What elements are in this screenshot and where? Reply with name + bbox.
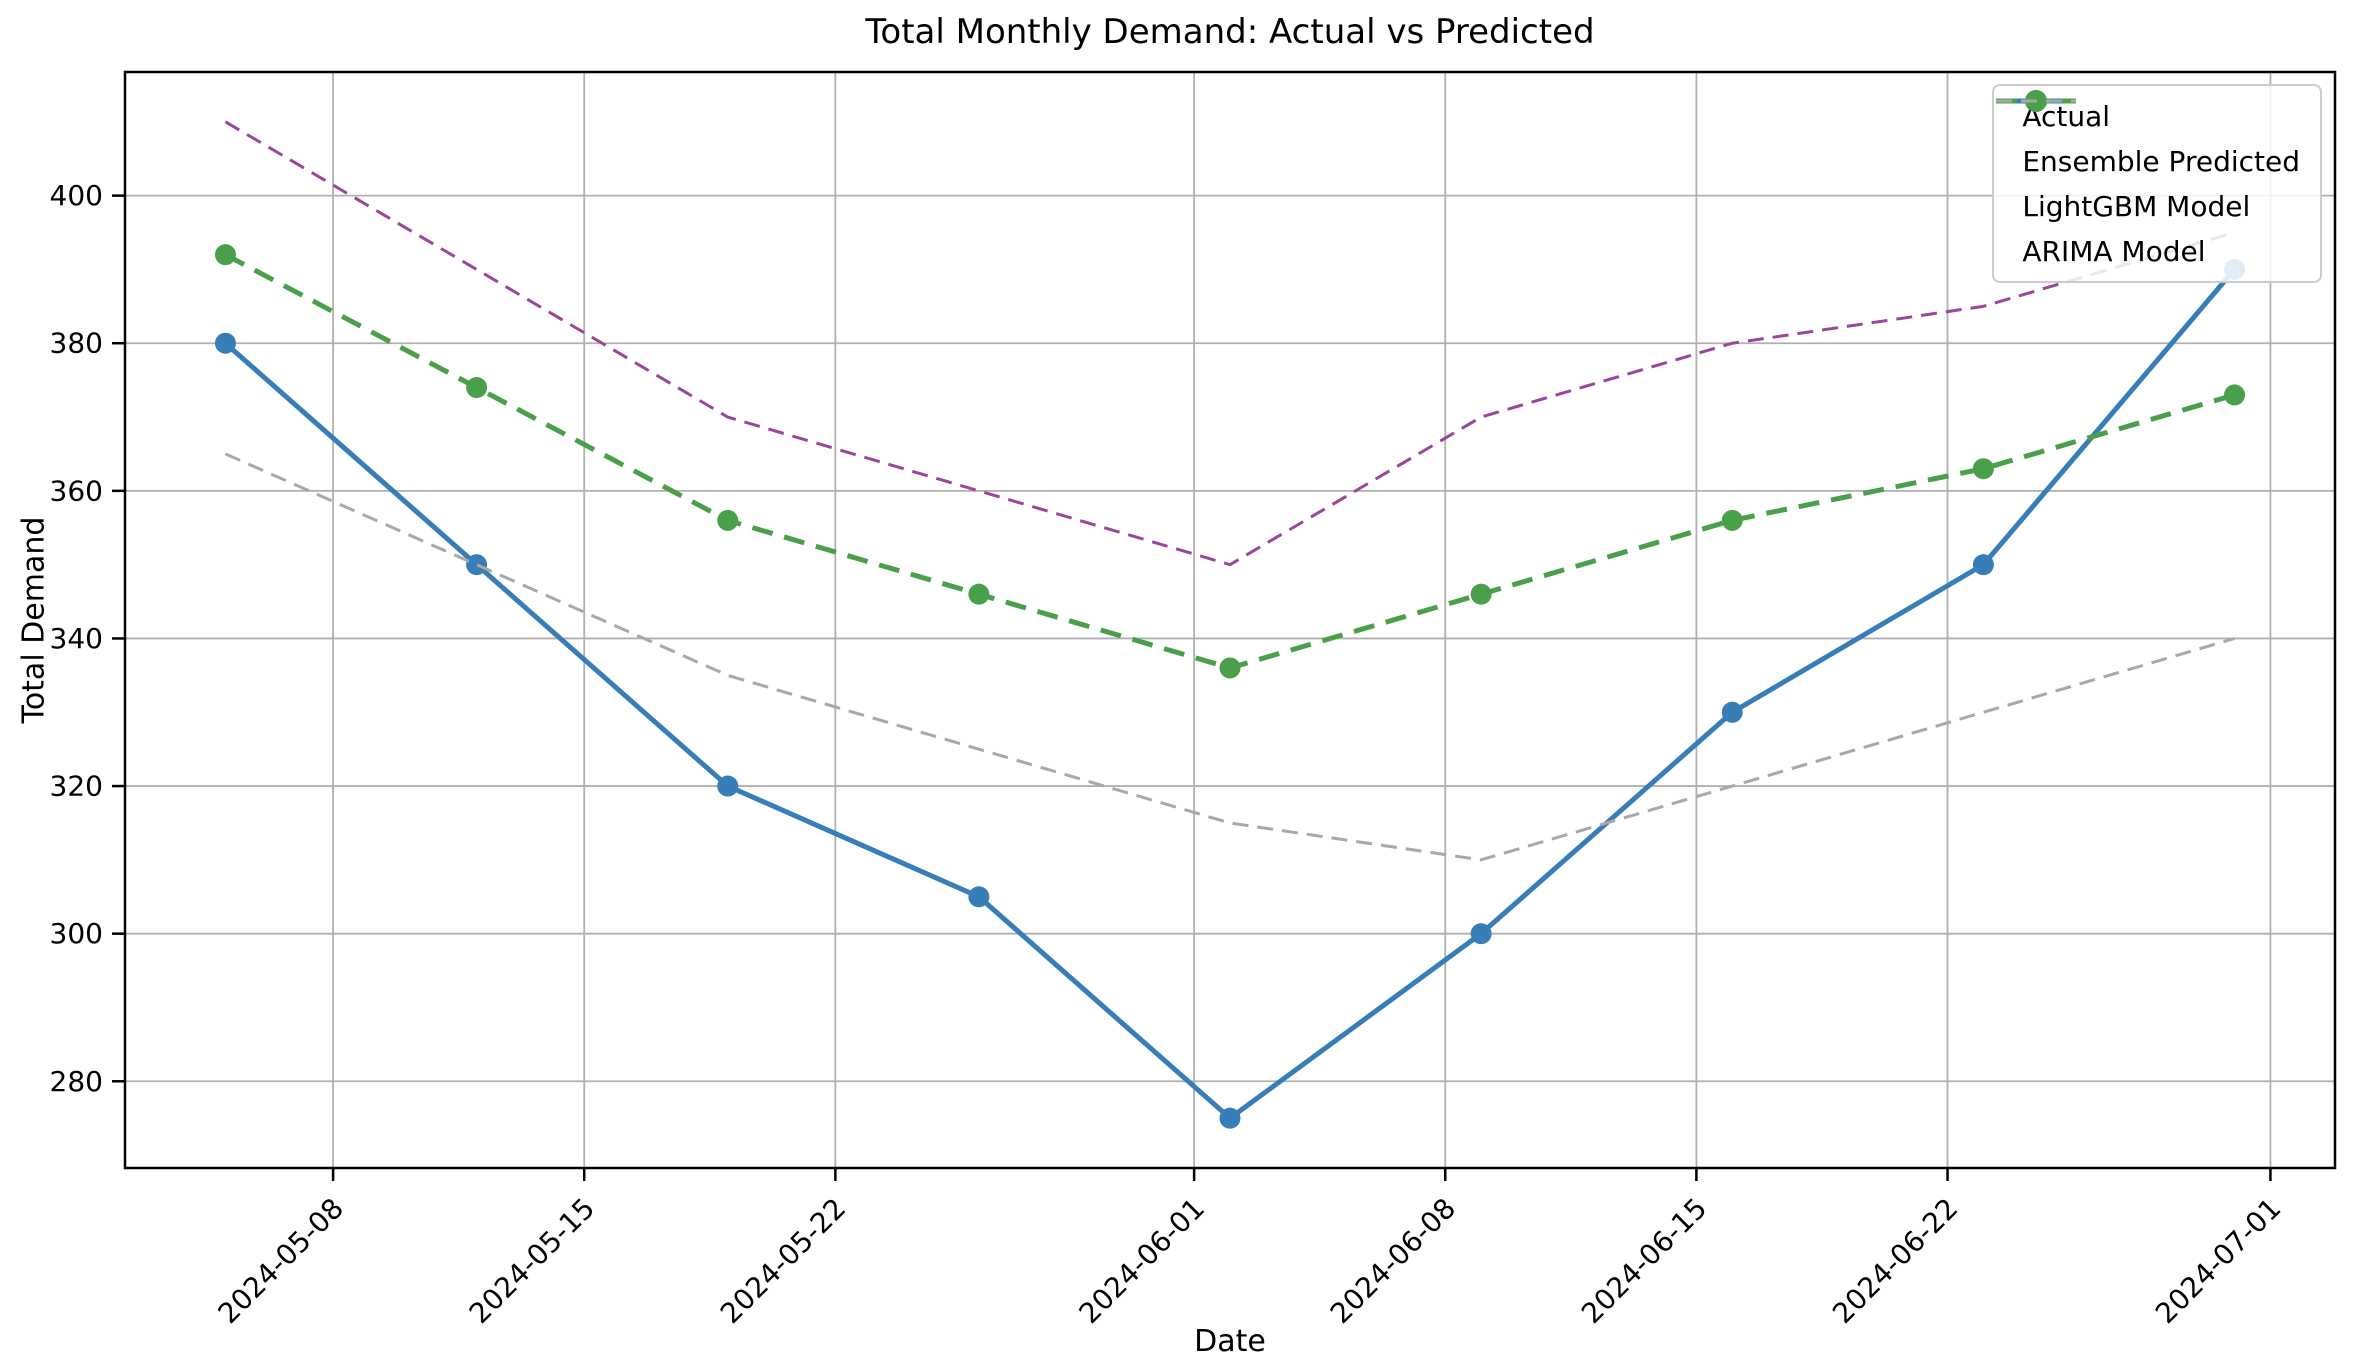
x-axis-label: Date (1194, 1324, 1266, 1359)
data-point (2224, 384, 2246, 406)
x-tick-label: 2024-06-22 (1826, 1192, 1964, 1330)
y-axis-label: Total Demand (16, 516, 52, 724)
x-tick-label: 2024-05-15 (463, 1192, 601, 1330)
data-point (1219, 657, 1241, 679)
legend-label: Ensemble Predicted (2022, 144, 2300, 178)
axes-frame (123, 70, 2337, 1170)
data-point (1721, 509, 1743, 531)
legend-item-arima-model: ARIMA Model (1996, 99, 2300, 271)
y-tick-label: 280 (50, 1065, 103, 1098)
data-point (1972, 458, 1994, 480)
data-point (1721, 701, 1743, 723)
y-tick-label: 380 (50, 327, 103, 360)
x-tick-label: 2024-06-08 (1324, 1192, 1462, 1330)
data-point (214, 332, 236, 354)
y-tick-label: 320 (50, 770, 103, 803)
series-lightgbm-model (224, 120, 2235, 567)
series-line (224, 452, 2235, 862)
data-point (466, 377, 488, 399)
data-point (968, 583, 990, 605)
data-point (717, 775, 739, 797)
data-point (1219, 1107, 1241, 1129)
series-line (223, 267, 2237, 1121)
legend-sample-line (1996, 99, 2077, 103)
legend: Actual Ensemble Predicted LightGBM Model AR… (1992, 84, 2322, 283)
x-tick-label: 2024-05-22 (714, 1192, 852, 1330)
legend-item-lightgbm-model: LightGBM Model (1996, 99, 2300, 226)
series-arima-model (224, 452, 2235, 862)
x-tick-label: 2024-06-01 (1073, 1192, 1211, 1330)
y-tick-label: 400 (50, 179, 103, 212)
data-point (717, 509, 739, 531)
grid-layer (125, 72, 2335, 1168)
series-actual (214, 258, 2246, 1129)
y-tick-label: 340 (50, 622, 103, 655)
x-tick-label: 2024-05-08 (212, 1192, 350, 1330)
data-point (214, 244, 236, 266)
series-ensemble-predicted (214, 244, 2246, 679)
series-line (224, 120, 2235, 567)
data-point (968, 886, 990, 908)
data-point (466, 554, 488, 576)
x-tick-label: 2024-07-01 (2149, 1192, 2287, 1330)
legend-label: ARIMA Model (2022, 234, 2206, 268)
series-layer (214, 120, 2246, 1129)
chart-title: Total Monthly Demand: Actual vs Predicte… (865, 12, 1595, 52)
data-point (1972, 554, 1994, 576)
data-point (1470, 583, 1492, 605)
x-tick-label: 2024-06-15 (1575, 1192, 1713, 1330)
legend-item-ensemble-predicted: Ensemble Predicted (1996, 90, 2300, 181)
data-point (1470, 923, 1492, 945)
y-tick-label: 300 (50, 917, 103, 950)
legend-label: LightGBM Model (2022, 189, 2251, 223)
y-tick-label: 360 (50, 474, 103, 507)
